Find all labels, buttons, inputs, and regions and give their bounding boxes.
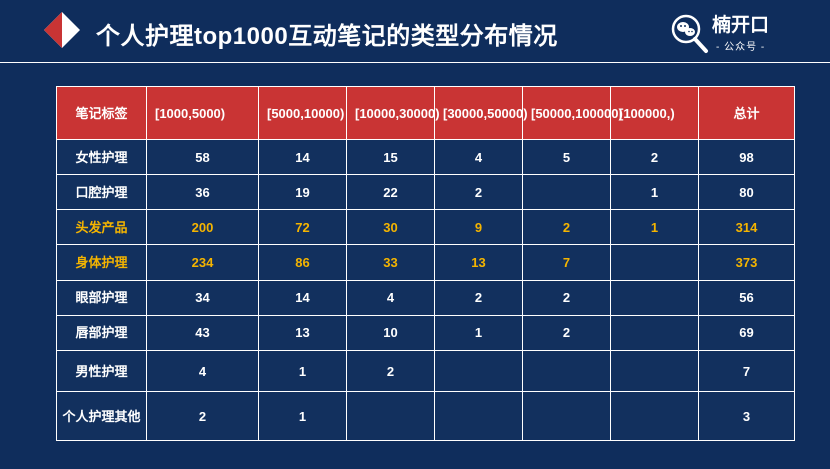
table-cell: 15: [346, 138, 435, 176]
magnifier-chat-icon: [671, 14, 708, 53]
table-cell: 200: [146, 209, 259, 246]
column-header: [10000,30000): [346, 86, 440, 140]
table-cell: 9: [434, 209, 523, 246]
table-cell: 2: [522, 279, 611, 316]
table-cell: [346, 391, 435, 441]
table-cell: 22: [346, 174, 435, 211]
table-cell: 1: [258, 391, 347, 441]
table-row: 唇部护理 43 13 10 1 2 69: [56, 314, 795, 351]
table-cell: [610, 391, 699, 441]
row-label: 头发产品: [56, 209, 147, 246]
table-cell: 56: [698, 279, 795, 316]
table-row: 头发产品 200 72 30 9 2 1 314: [56, 209, 795, 246]
table-cell: 373: [698, 244, 795, 281]
table-cell: 2: [434, 279, 523, 316]
column-header: [30000,50000): [434, 86, 528, 140]
table-row: 身体护理 234 86 33 13 7 373: [56, 244, 795, 281]
brand-name: 楠开口: [712, 14, 770, 36]
table-row: 女性护理 58 14 15 4 5 2 98: [56, 138, 795, 176]
row-label: 眼部护理: [56, 279, 147, 316]
table-cell: 72: [258, 209, 347, 246]
table-cell: 3: [698, 391, 795, 441]
table-cell: [610, 349, 699, 393]
table-cell: 4: [346, 279, 435, 316]
table-cell: 69: [698, 314, 795, 351]
table-cell: 2: [522, 314, 611, 351]
column-header: [50000,100000): [522, 86, 623, 140]
table-cell: 13: [258, 314, 347, 351]
row-label: 口腔护理: [56, 174, 147, 211]
table-header-row: 笔记标签 [1000,5000) [5000,10000) [10000,300…: [56, 86, 795, 140]
table-cell: 98: [698, 138, 795, 176]
table-cell: [610, 244, 699, 281]
table-cell: 80: [698, 174, 795, 211]
table-cell: [522, 349, 611, 393]
table-cell: 13: [434, 244, 523, 281]
table-cell: [610, 279, 699, 316]
table-cell: [434, 391, 523, 441]
row-label: 女性护理: [56, 138, 147, 176]
table-cell: [522, 174, 611, 211]
table-row: 男性护理 4 1 2 7: [56, 349, 795, 393]
row-label: 唇部护理: [56, 314, 147, 351]
table-row: 个人护理其他 2 1 3: [56, 391, 795, 441]
table-cell: [610, 314, 699, 351]
table-cell: 7: [698, 349, 795, 393]
table-cell: 314: [698, 209, 795, 246]
table-cell: 1: [434, 314, 523, 351]
row-label: 个人护理其他: [56, 391, 147, 441]
red-diamond-logo-icon: [44, 12, 80, 48]
column-header: [5000,10000): [258, 86, 347, 140]
distribution-table: 笔记标签 [1000,5000) [5000,10000) [10000,300…: [56, 86, 795, 441]
table-cell: 58: [146, 138, 259, 176]
table-cell: 33: [346, 244, 435, 281]
brand-subtitle: - 公众号 -: [716, 42, 766, 53]
table-row: 眼部护理 34 14 4 2 2 56: [56, 279, 795, 316]
row-label: 男性护理: [56, 349, 147, 393]
table-cell: [522, 391, 611, 441]
table-cell: 2: [434, 174, 523, 211]
header-divider: [0, 62, 830, 63]
table-cell: 1: [610, 209, 699, 246]
table-cell: 234: [146, 244, 259, 281]
table-row: 口腔护理 36 19 22 2 1 80: [56, 174, 795, 211]
column-header: 总计: [698, 86, 795, 140]
table-cell: 1: [610, 174, 699, 211]
table-cell: 4: [434, 138, 523, 176]
table-cell: 2: [522, 209, 611, 246]
column-header: 笔记标签: [56, 86, 147, 140]
page-title: 个人护理top1000互动笔记的类型分布情况: [96, 23, 558, 50]
row-label: 身体护理: [56, 244, 147, 281]
table-cell: 7: [522, 244, 611, 281]
table-cell: 34: [146, 279, 259, 316]
column-header: [1000,5000): [146, 86, 259, 140]
table-cell: [434, 349, 523, 393]
table-cell: 2: [610, 138, 699, 176]
table-cell: 86: [258, 244, 347, 281]
table-cell: 4: [146, 349, 259, 393]
column-header: [100000,): [610, 86, 699, 140]
header: 个人护理top1000互动笔记的类型分布情况 楠开口 - 公众号 -: [0, 0, 830, 62]
table-cell: 1: [258, 349, 347, 393]
table-cell: 14: [258, 138, 347, 176]
table-cell: 36: [146, 174, 259, 211]
table-cell: 43: [146, 314, 259, 351]
table-cell: 19: [258, 174, 347, 211]
table-cell: 5: [522, 138, 611, 176]
brand: 楠开口 - 公众号 -: [668, 6, 780, 56]
table-cell: 14: [258, 279, 347, 316]
table-cell: 2: [346, 349, 435, 393]
table-cell: 2: [146, 391, 259, 441]
table-cell: 30: [346, 209, 435, 246]
table-cell: 10: [346, 314, 435, 351]
